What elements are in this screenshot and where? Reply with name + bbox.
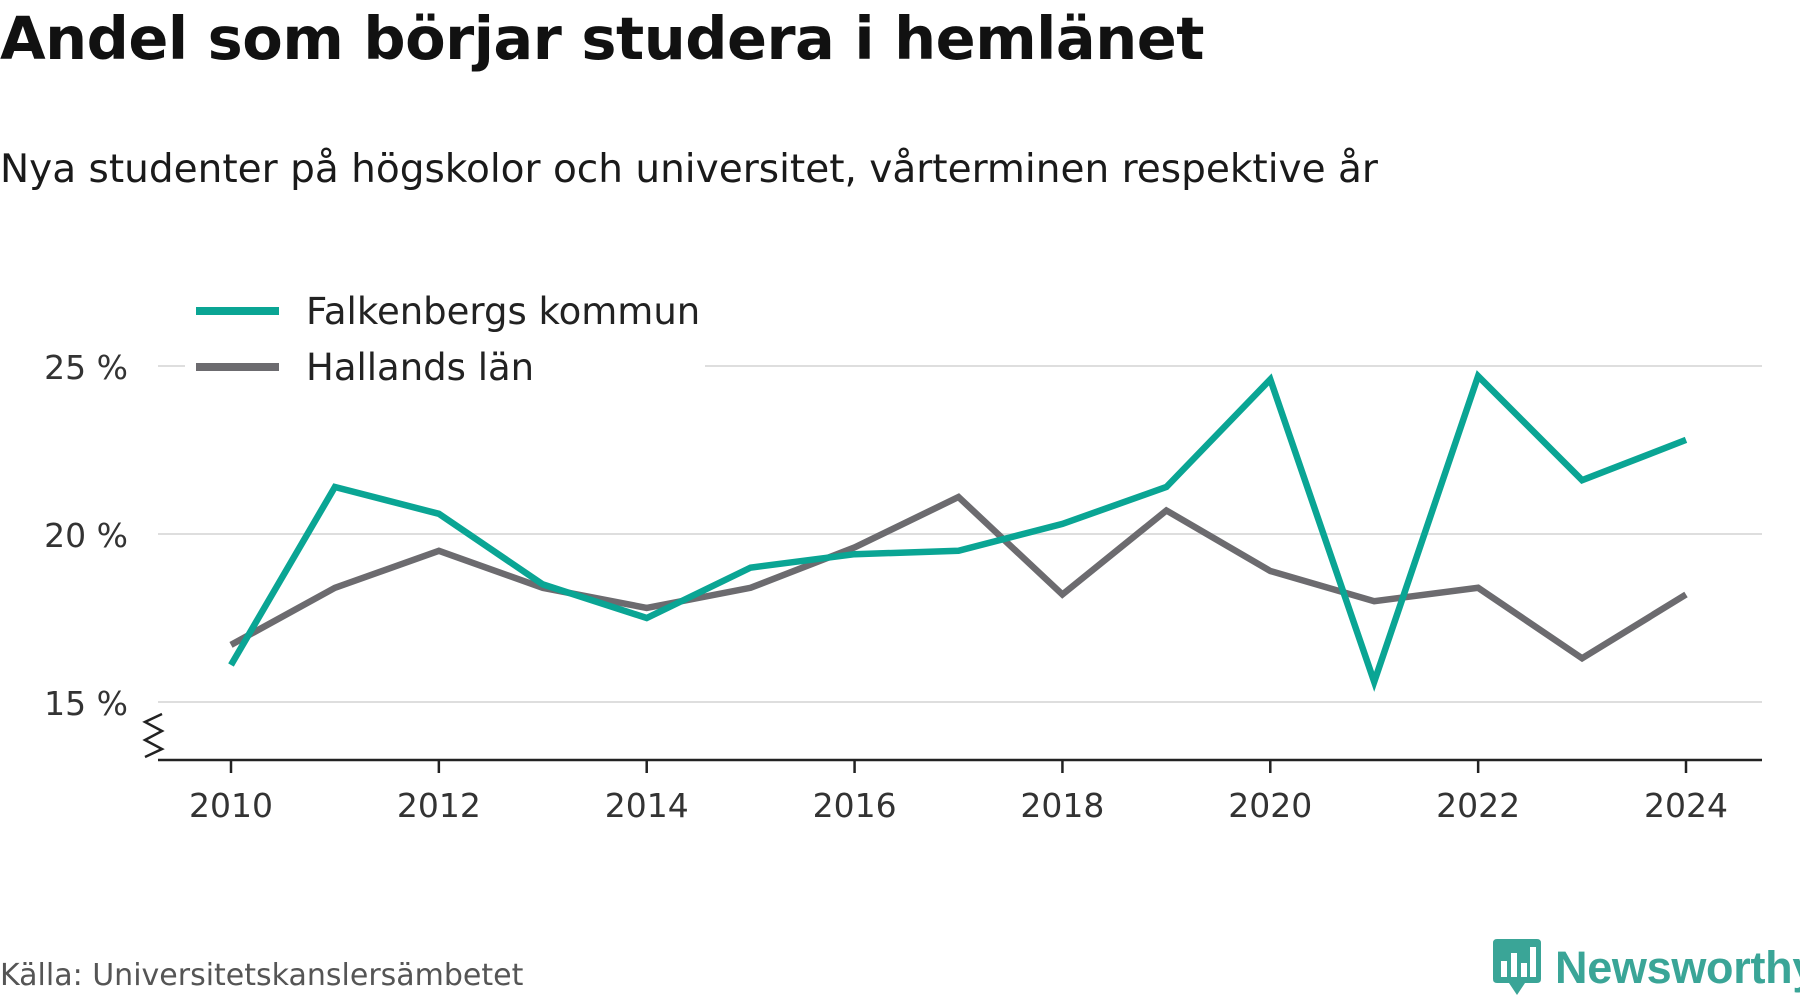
legend-label: Falkenbergs kommun — [306, 290, 700, 333]
x-tick-label: 2014 — [605, 786, 689, 825]
series-line-halland — [229, 493, 1688, 663]
x-tick-label: 2020 — [1228, 786, 1312, 825]
chart-subtitle: Nya studenter på högskolor och universit… — [0, 147, 1378, 192]
x-tick-label: 2018 — [1020, 786, 1104, 825]
y-tick-label: 15 % — [44, 684, 128, 723]
axes: 15 % 20 % 25 % 2010 2012 2014 2016 2018 2020 2022… — [44, 348, 1762, 825]
newsworthy-logo-icon — [1493, 939, 1541, 995]
axis-break-icon — [142, 712, 165, 759]
series-line-falkenberg — [228, 370, 1688, 692]
series-lines — [228, 370, 1688, 692]
x-tick-label: 2016 — [813, 786, 897, 825]
x-tick-label: 2022 — [1436, 786, 1520, 825]
legend-background — [185, 286, 705, 390]
source-note: Källa: Universitetskanslersämbetet — [0, 958, 524, 993]
x-tick-label: 2024 — [1644, 786, 1728, 825]
brand-logo: Newsworthy — [1493, 933, 1800, 1003]
chart-title: Andel som börjar studera i hemlänet — [0, 4, 1204, 73]
y-tick-label: 20 % — [44, 516, 128, 555]
x-tick-label: 2010 — [189, 786, 273, 825]
legend: Falkenbergs kommun Hallands län — [185, 286, 705, 390]
legend-label: Hallands län — [306, 346, 534, 389]
x-tick-label: 2012 — [397, 786, 481, 825]
brand-name: Newsworthy — [1555, 942, 1800, 993]
y-tick-label: 25 % — [44, 348, 128, 387]
